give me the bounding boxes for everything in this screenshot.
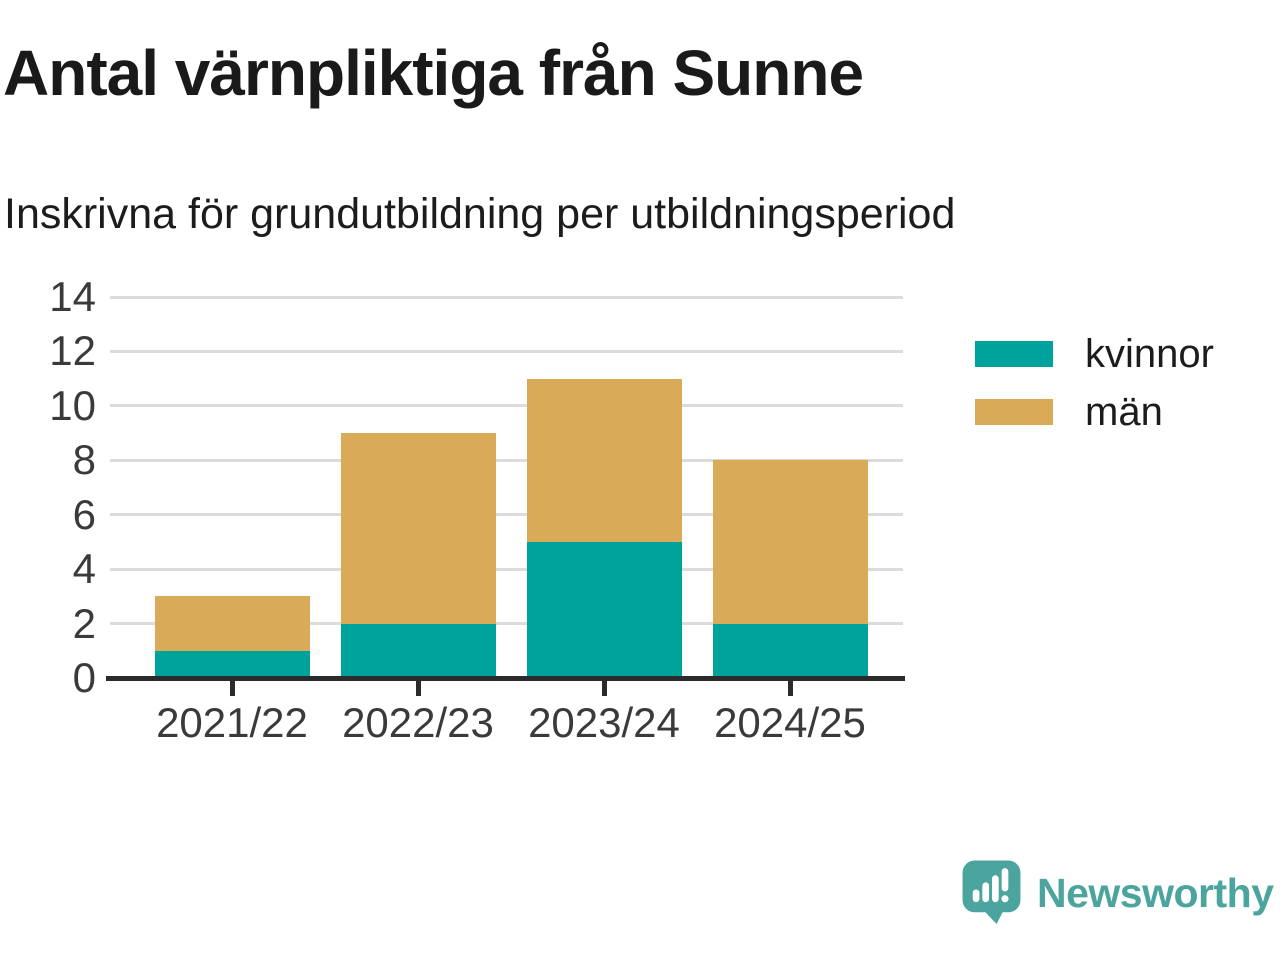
bar-segment-män-2023/24 (526, 378, 682, 542)
x-tick-label: 2023/24 (528, 699, 680, 746)
legend-label: kvinnor (1085, 332, 1214, 376)
gridline-y6 (110, 513, 903, 517)
newsworthy-logo-icon (962, 860, 1021, 924)
legend-item-män: män (975, 390, 1214, 434)
x-tick-2022/23 (415, 681, 421, 696)
gridline-y4 (110, 567, 903, 571)
legend-item-kvinnor: kvinnor (975, 332, 1214, 376)
y-tick-label: 2 (72, 599, 96, 647)
gridline-y10 (110, 404, 903, 408)
x-tick-label: 2021/22 (156, 699, 308, 746)
gridline-y12 (110, 349, 903, 353)
legend-swatch-kvinnor (975, 341, 1053, 367)
bar-segment-kvinnor-2021/22 (154, 650, 310, 678)
logo-bar-glyphs (972, 868, 1009, 903)
gridline-y8 (110, 458, 903, 462)
y-tick-label: 12 (49, 327, 96, 375)
gridline-y14 (110, 295, 903, 299)
bar-segment-kvinnor-2024/25 (712, 623, 868, 678)
x-tick-2023/24 (601, 681, 607, 696)
newsworthy-logo-text: Newsworthy (1037, 869, 1274, 916)
bar-segment-kvinnor-2023/24 (526, 541, 682, 678)
x-tick-2024/25 (787, 681, 793, 696)
newsworthy-logo: Newsworthy (962, 860, 1274, 926)
y-tick-label: 0 (72, 654, 96, 701)
chart-title: Antal värnpliktiga från Sunne (3, 37, 864, 109)
legend-label: män (1085, 390, 1163, 434)
chart-subtitle: Inskrivna för grundutbildning per utbild… (4, 190, 956, 238)
legend: kvinnor män (975, 332, 1214, 434)
y-tick-label: 14 (49, 273, 96, 320)
y-tick-label: 4 (72, 545, 96, 593)
y-tick-label: 6 (72, 490, 96, 538)
bar-segment-män-2021/22 (154, 596, 310, 651)
gridline-y2 (110, 622, 903, 626)
bar-segment-män-2024/25 (712, 460, 868, 624)
x-tick-label: 2022/23 (342, 699, 494, 746)
y-tick-label: 10 (49, 381, 96, 429)
bar-segment-män-2022/23 (340, 433, 496, 624)
legend-swatch-män (975, 399, 1053, 425)
x-axis-line (106, 676, 905, 681)
x-tick-2021/22 (229, 681, 235, 696)
y-tick-label: 8 (72, 436, 96, 484)
x-tick-label: 2024/25 (714, 699, 866, 746)
bar-segment-kvinnor-2022/23 (340, 623, 496, 678)
